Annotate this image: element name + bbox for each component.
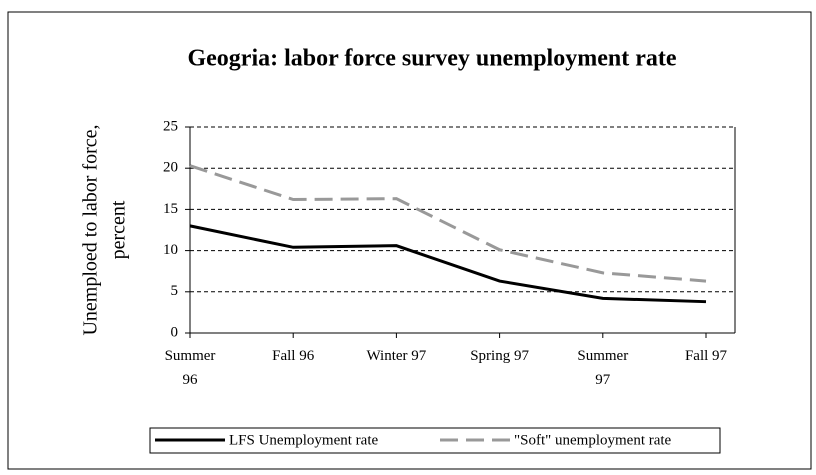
- y-axis-label: Unemploed to labor force,: [80, 124, 102, 335]
- legend-box: [149, 427, 721, 454]
- y-tick-label: 25: [163, 118, 178, 134]
- x-tick-label: Winter 97: [366, 348, 427, 364]
- x-tick-label: Summer 97: [577, 348, 629, 388]
- y-axis-label: percent: [108, 200, 130, 259]
- x-tick-label: Spring 97: [470, 348, 529, 364]
- x-tick-label: Summer 96: [164, 348, 216, 388]
- series-line: [189, 224, 707, 304]
- x-tick-label: Fall 97: [684, 348, 728, 364]
- y-tick-label: 5: [171, 283, 179, 299]
- y-tick-label: 10: [163, 242, 178, 258]
- y-tick-label: 15: [163, 201, 178, 217]
- legend-label: LFS Unemployment rate: [229, 432, 378, 448]
- legend-label: "Soft" unemployment rate: [514, 432, 672, 448]
- series-line: [189, 164, 707, 283]
- chart-title: Geogria: labor force survey unemployment…: [187, 46, 676, 72]
- chart-border: [7, 11, 812, 470]
- y-tick-label: 0: [171, 324, 179, 340]
- x-tick-label: Fall 96: [272, 348, 315, 364]
- y-tick-label: 20: [163, 160, 178, 176]
